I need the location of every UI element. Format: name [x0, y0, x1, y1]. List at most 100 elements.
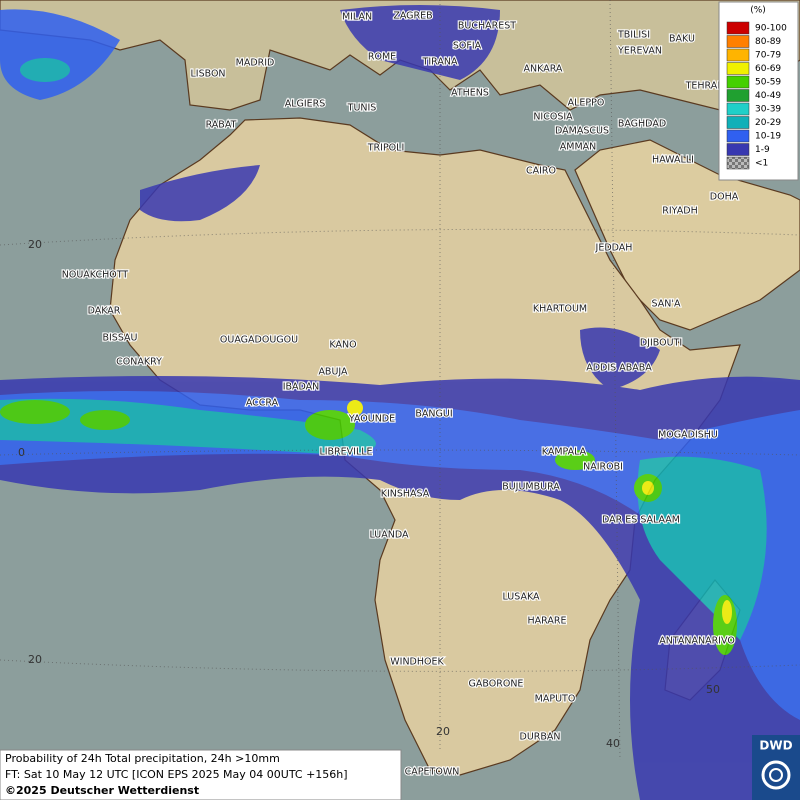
legend-swatch — [726, 35, 750, 48]
legend-swatch — [726, 48, 750, 62]
city-label: BANGUI — [415, 409, 452, 420]
legend-swatch — [726, 156, 750, 170]
legend-swatch — [726, 143, 750, 156]
city-label: HARARE — [528, 616, 567, 627]
legend-label: 50-59 — [755, 78, 781, 88]
city-label: LISBON — [190, 69, 225, 80]
logo: DWD — [752, 735, 800, 800]
lon-label: 20 — [436, 725, 450, 738]
caption-line: Probability of 24h Total precipitation, … — [5, 752, 280, 765]
city-label: KANO — [329, 340, 356, 351]
city-label: NOUAKCHOTT — [62, 270, 129, 281]
city-label: SAN'A — [652, 299, 681, 310]
legend-swatch — [726, 62, 750, 75]
logo-icon — [769, 768, 783, 782]
legend-swatch — [726, 102, 750, 116]
city-label: NAIROBI — [583, 462, 623, 473]
city-label: ANKARA — [524, 64, 563, 75]
city-label: RABAT — [206, 120, 237, 131]
lon-label: 40 — [606, 737, 620, 750]
city-label: BAKU — [669, 34, 695, 45]
city-label: KAMPALA — [542, 447, 587, 458]
legend-label: 30-39 — [755, 105, 781, 115]
city-labels: MILAN ZAGREB BUCHAREST MADRID ROME SOFIA TIRAN… — [61, 9, 740, 778]
city-label: YAOUNDE — [348, 414, 395, 425]
city-label: JEDDAH — [595, 243, 633, 254]
graticule — [0, 0, 800, 761]
caption: Probability of 24h Total precipitation, … — [0, 749, 402, 800]
city-label: KHARTOUM — [533, 304, 587, 315]
legend-label: 70-79 — [755, 51, 781, 61]
city-label: BAGHDAD — [618, 119, 666, 130]
city-label: ANTANANARIVO — [659, 636, 735, 647]
lat-label: 0 — [18, 446, 25, 459]
city-label: TUNIS — [347, 103, 377, 114]
city-label: HAWALLI — [652, 155, 694, 166]
city-label: ZAGREB — [393, 11, 432, 22]
city-label: SOFIA — [453, 41, 482, 52]
city-label: CAIRO — [526, 166, 556, 177]
city-label: LUANDA — [369, 530, 409, 541]
city-label: RIYADH — [662, 206, 697, 217]
city-label: MAPUTO — [535, 694, 576, 705]
lat-label: 20 — [28, 238, 42, 251]
city-label: ADDIS ABABA — [586, 363, 652, 374]
legend-swatch — [726, 75, 750, 89]
city-label: BISSAU — [102, 333, 137, 344]
caption-line: ©2025 Deutscher Wetterdienst — [5, 784, 199, 797]
caption-box — [0, 749, 402, 800]
precipitation — [0, 5, 800, 800]
legend-swatch — [726, 21, 750, 35]
city-label: ATHENS — [451, 88, 489, 99]
lat-label: 20 — [28, 653, 42, 666]
city-label: ALGIERS — [285, 99, 326, 110]
city-label: TBILISI — [617, 30, 650, 41]
caption-line: FT: Sat 10 May 12 UTC [ICON EPS 2025 May… — [5, 768, 348, 781]
legend-label: 60-69 — [755, 64, 781, 74]
city-label: DAMASCUS — [555, 126, 609, 137]
city-label: DAKAR — [88, 306, 121, 317]
legend-label: 20-29 — [755, 118, 781, 128]
logo-icon — [761, 760, 791, 790]
city-label: GABORONE — [469, 679, 524, 690]
city-label: WINDHOEK — [390, 657, 444, 668]
city-label: YEREVAN — [617, 46, 662, 57]
city-label: DURBAN — [520, 732, 561, 743]
city-label: TEHRAN — [685, 81, 725, 92]
city-label: TRIPOLI — [367, 143, 405, 154]
city-label: LIBREVILLE — [319, 447, 372, 458]
city-label: IBADAN — [283, 382, 320, 393]
city-label: ACCRA — [246, 398, 279, 409]
legend-label: <1 — [755, 159, 768, 169]
city-label: DJIBOUTI — [640, 338, 682, 349]
legend-label: 1-9 — [755, 145, 770, 155]
city-label: ROME — [368, 52, 396, 63]
city-label: BUJUMBURA — [502, 482, 560, 493]
city-label: MADRID — [236, 58, 275, 69]
city-label: CAPETOWN — [405, 767, 460, 778]
grid-labels: 20 0 20 20 40 50 — [18, 238, 720, 750]
legend-swatch — [726, 89, 750, 102]
city-label: NICOSIA — [533, 112, 573, 123]
legend-title: (%) — [750, 6, 766, 16]
legend: (%) 90-100 80-89 70-79 60-69 50-59 40-49 30-39… — [718, 1, 799, 181]
city-label: CONAKRY — [116, 357, 162, 368]
legend-label: 10-19 — [755, 132, 781, 142]
city-label: OUAGADOUGOU — [220, 335, 298, 346]
legend-label: 40-49 — [755, 91, 781, 101]
city-label: MILAN — [342, 12, 372, 23]
legend-label: 90-100 — [755, 24, 787, 34]
city-label: ABUJA — [318, 367, 348, 378]
city-label: ALEPPO — [568, 98, 605, 109]
city-label: LUSAKA — [502, 592, 540, 603]
legend-swatch — [726, 116, 750, 129]
city-label: DOHA — [710, 192, 739, 203]
legend-label: 80-89 — [755, 37, 781, 47]
city-label: KINSHASA — [381, 489, 430, 500]
city-label: DAR ES SALAAM — [602, 515, 680, 526]
city-label: MOGADISHU — [658, 430, 718, 441]
city-label: BUCHAREST — [458, 21, 516, 32]
city-label: AMMAN — [560, 142, 597, 153]
lon-label: 50 — [706, 683, 720, 696]
